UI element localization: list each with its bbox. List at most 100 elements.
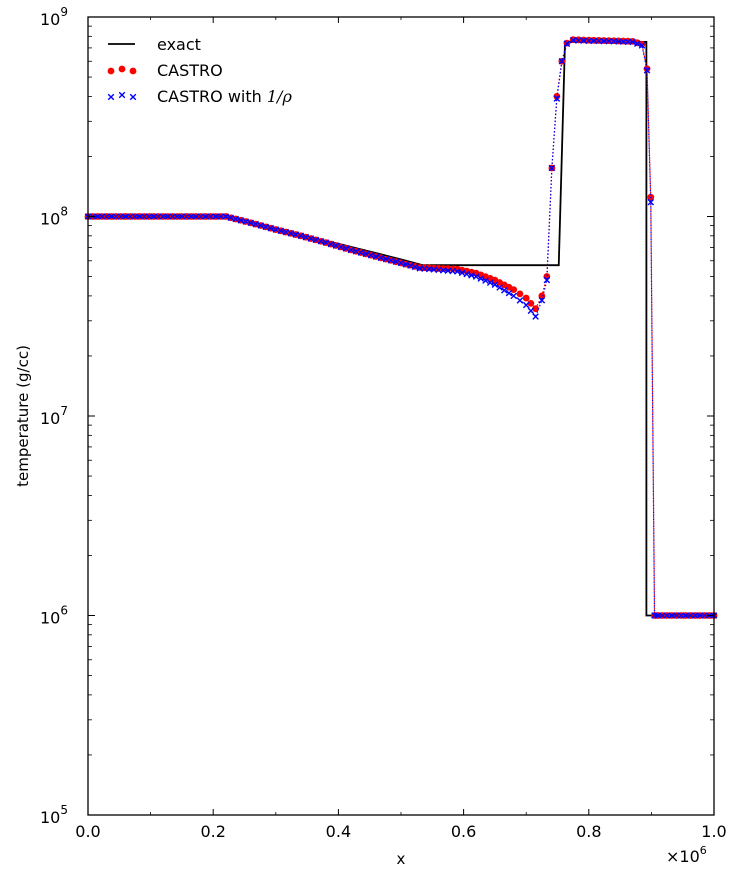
data-point	[387, 257, 395, 264]
data-point	[317, 237, 325, 245]
data-point	[527, 299, 535, 307]
legend-label: CASTRO	[157, 61, 223, 80]
x-axis-label: x	[397, 850, 406, 868]
x-tick-label: 0.6	[451, 822, 476, 841]
data-point	[516, 290, 524, 298]
y-tick-label: 107	[40, 404, 68, 428]
data-point	[332, 242, 340, 249]
data-point	[505, 289, 513, 297]
data-point	[605, 37, 613, 45]
series-line-exact	[88, 41, 714, 617]
data-point	[372, 253, 380, 260]
data-point	[548, 164, 556, 172]
data-point	[486, 279, 494, 286]
ticks-layer: 0.0 0.2 0.4 0.6 0.8 1.0 105 106 107 108 109	[40, 5, 727, 841]
data-point	[411, 263, 419, 271]
data-point	[482, 277, 489, 284]
data-point	[580, 37, 587, 44]
data-point	[563, 40, 571, 47]
x-axis-multiplier: ×106	[666, 844, 707, 866]
legend-label: CASTRO with 1/ρ	[157, 87, 292, 106]
data-point	[232, 215, 240, 223]
legend: exact CASTRO CASTRO with 1/ρ	[107, 35, 292, 106]
series-2	[84, 36, 718, 619]
data-point	[207, 213, 214, 220]
data-point	[292, 231, 300, 238]
data-point	[595, 37, 603, 45]
data-point	[257, 222, 265, 229]
data-point	[367, 251, 375, 259]
data-point	[337, 243, 345, 251]
x-multiplier-base: ×10	[666, 847, 700, 866]
data-point	[532, 305, 539, 313]
series-connector	[88, 39, 714, 617]
x-tick-label: 0.0	[75, 822, 100, 841]
legend-item: CASTRO with 1/ρ	[107, 87, 292, 106]
data-point	[516, 297, 524, 304]
data-point	[553, 95, 561, 102]
data-point	[510, 286, 518, 294]
data-point	[407, 262, 414, 269]
data-point	[629, 38, 636, 46]
x-multiplier-exponent: 6	[700, 844, 707, 857]
data-point	[357, 249, 365, 256]
data-point	[532, 313, 539, 320]
data-point	[522, 294, 530, 302]
data-point	[347, 246, 355, 254]
legend-item: exact	[108, 35, 201, 54]
data-point	[282, 228, 290, 236]
data-point	[327, 240, 335, 248]
data-point	[202, 213, 209, 220]
data-point	[575, 37, 582, 44]
data-point	[227, 214, 235, 222]
data-point	[397, 259, 405, 267]
data-point	[491, 281, 499, 289]
data-point	[277, 227, 285, 235]
series-layer	[84, 36, 718, 619]
data-point	[454, 268, 461, 275]
data-point	[342, 245, 350, 252]
data-point	[242, 218, 250, 225]
legend-item: CASTRO	[107, 61, 223, 80]
data-point	[252, 220, 260, 228]
data-point	[287, 230, 295, 237]
legend-swatch	[107, 67, 115, 75]
data-point	[522, 301, 530, 309]
data-point	[212, 213, 219, 220]
data-point	[362, 250, 370, 258]
legend-swatch	[107, 93, 115, 101]
data-point	[222, 213, 230, 220]
data-point	[382, 255, 390, 263]
data-point	[569, 36, 577, 44]
data-point	[558, 57, 566, 65]
data-point	[307, 235, 315, 242]
data-point	[472, 273, 480, 280]
y-tick-label: 109	[40, 5, 68, 29]
legend-swatch	[129, 93, 137, 101]
data-point	[585, 37, 593, 45]
y-axis-label: temperature (g/cc)	[14, 345, 32, 487]
y-tick-label: 106	[40, 604, 68, 628]
data-point	[458, 269, 466, 277]
data-point	[600, 37, 608, 45]
data-point	[468, 271, 475, 279]
series-0	[88, 41, 714, 617]
data-point	[463, 270, 471, 278]
data-point	[538, 297, 546, 304]
data-point	[322, 239, 330, 246]
data-point	[647, 198, 655, 206]
data-point	[352, 247, 360, 255]
y-tick-label: 105	[40, 803, 68, 827]
data-point	[590, 37, 598, 45]
data-point	[500, 287, 508, 294]
x-tick-label: 0.4	[326, 822, 351, 841]
x-tick-label: 0.2	[200, 822, 225, 841]
data-point	[527, 307, 535, 315]
data-point	[297, 232, 305, 240]
x-tick-label: 1.0	[701, 822, 726, 841]
data-point	[477, 275, 485, 282]
data-point	[262, 223, 270, 231]
data-point	[272, 226, 280, 233]
series-connector	[88, 39, 714, 617]
